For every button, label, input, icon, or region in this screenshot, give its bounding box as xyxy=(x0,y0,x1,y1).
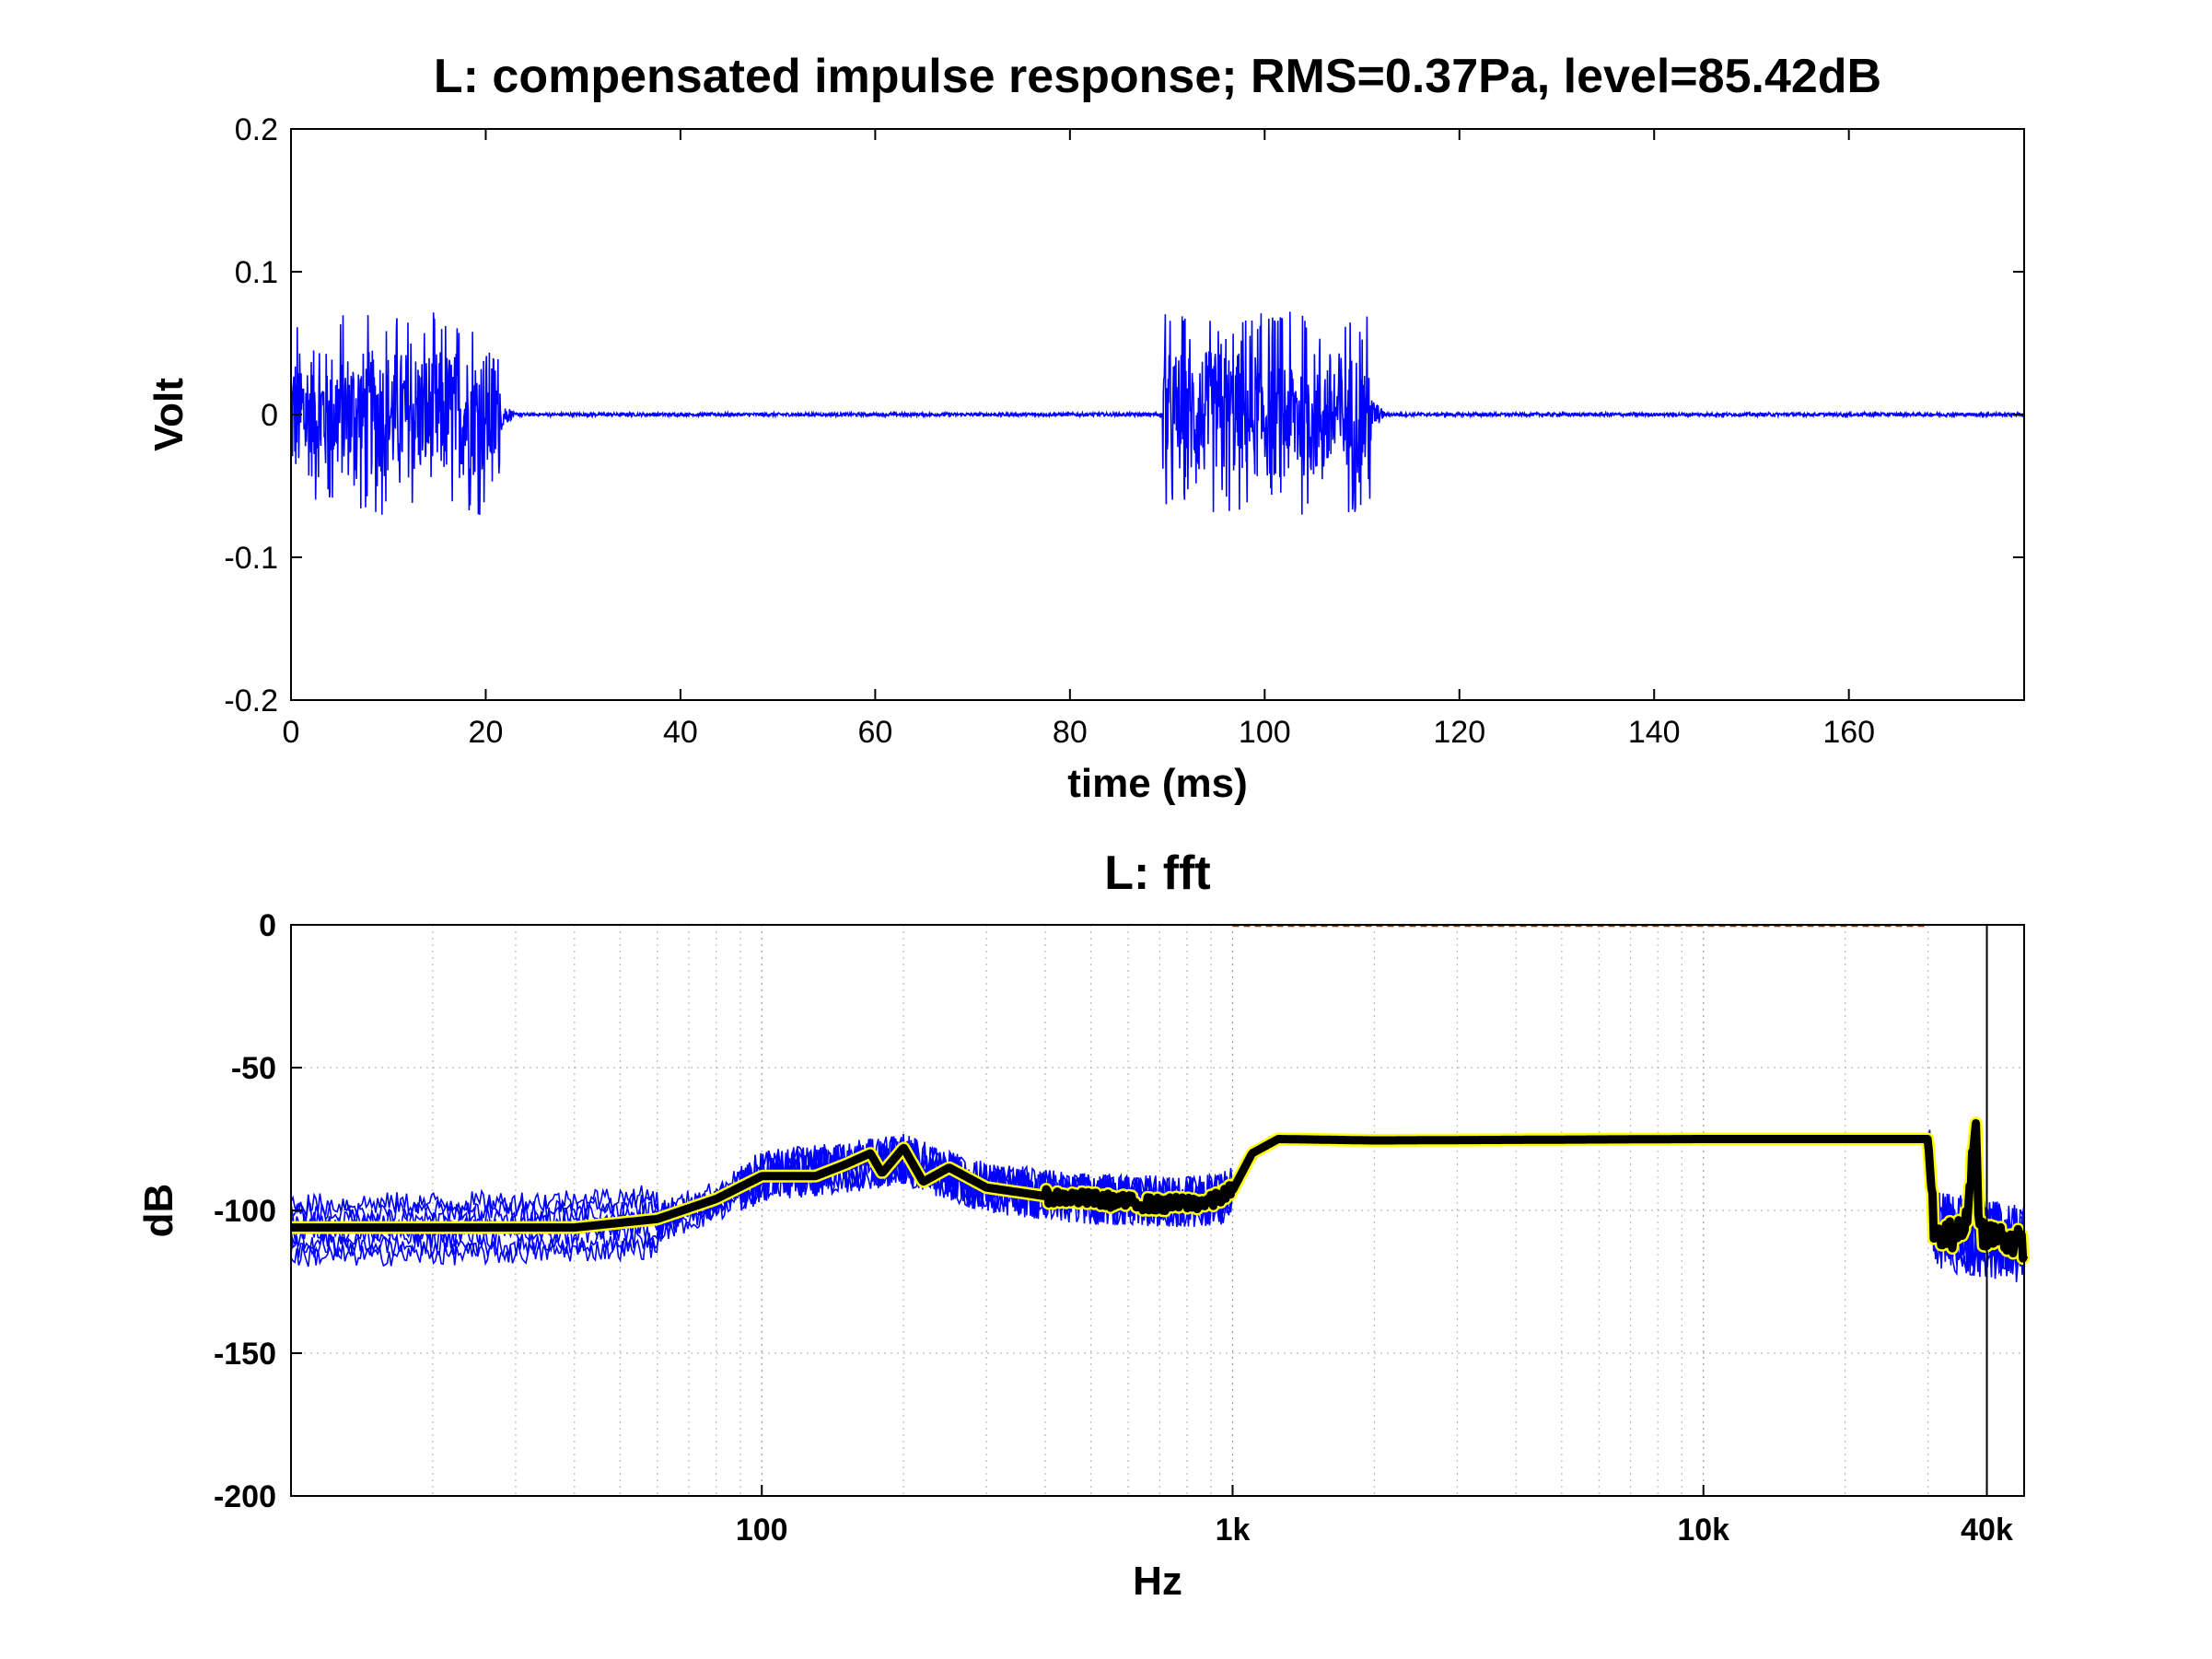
impulse-title: L: compensated impulse response; RMS=0.3… xyxy=(434,50,1881,103)
fft-x-tick-label: 40k xyxy=(1961,1513,2013,1548)
fft-plot: L: fft 100 1k 10k 40k 0 -50 -100 -150 -200 Hz d… xyxy=(136,847,2031,1604)
impulse-x-tick-label: 40 xyxy=(663,715,698,750)
fft-y-ticks: 0 -50 -100 -150 -200 xyxy=(214,908,302,1514)
impulse-y-tick-label: 0.2 xyxy=(235,112,278,147)
fft-y-tick-label: 0 xyxy=(259,908,276,943)
impulse-x-tick-label: 80 xyxy=(1053,715,1088,750)
fft-mean-series xyxy=(287,1118,2029,1263)
impulse-x-label: time (ms) xyxy=(1067,761,1248,806)
fft-y-label: dB xyxy=(136,1184,181,1238)
fft-x-ticks: 100 1k 10k 40k xyxy=(736,1485,2013,1548)
impulse-y-tick-label: -0.1 xyxy=(224,541,278,576)
fft-y-tick-label: -150 xyxy=(214,1337,276,1372)
fft-y-tick-label: -200 xyxy=(214,1479,276,1514)
impulse-x-tick-label: 60 xyxy=(857,715,892,750)
fft-x-tick-label: 10k xyxy=(1677,1513,1729,1548)
impulse-x-tick-label: 100 xyxy=(1239,715,1291,750)
impulse-y-tick-label: 0.1 xyxy=(235,255,278,290)
fft-x-label: Hz xyxy=(1133,1559,1182,1604)
impulse-x-tick-label: 160 xyxy=(1822,715,1875,750)
impulse-traces xyxy=(290,311,2025,515)
impulse-x-tick-label: 120 xyxy=(1433,715,1485,750)
fft-title: L: fft xyxy=(1104,847,1210,900)
impulse-x-tick-label: 20 xyxy=(469,715,504,750)
impulse-x-tick-label: 140 xyxy=(1628,715,1681,750)
impulse-y-tick-label: 0 xyxy=(261,398,278,433)
impulse-waveform-series xyxy=(290,311,2025,515)
impulse-y-tick-label: -0.2 xyxy=(224,683,278,719)
impulse-response-plot: L: compensated impulse response; RMS=0.3… xyxy=(146,50,2025,806)
impulse-y-ticks: 0.2 0.1 0 -0.1 -0.2 xyxy=(224,112,2024,719)
impulse-x-tick-label: 0 xyxy=(283,715,300,750)
fft-x-tick-label: 100 xyxy=(736,1513,788,1548)
impulse-x-ticks: 0 20 40 60 80 100 120 140 160 xyxy=(283,129,1875,750)
fft-y-tick-label: -50 xyxy=(231,1051,276,1086)
impulse-y-label: Volt xyxy=(146,378,192,451)
fft-x-tick-label: 1k xyxy=(1216,1513,1251,1548)
fft-y-tick-label: -100 xyxy=(214,1194,276,1229)
